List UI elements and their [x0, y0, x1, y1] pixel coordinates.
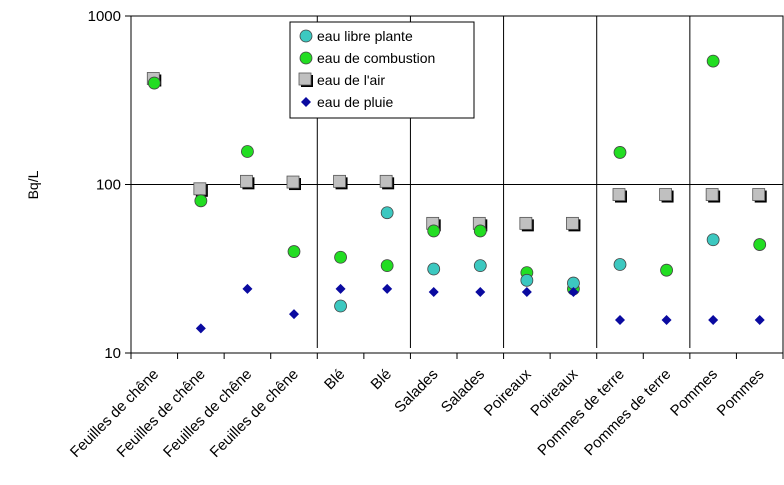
- x-tick-label: Poireaux: [481, 365, 535, 419]
- point-eau-de-l-air: [519, 216, 533, 230]
- legend-marker: [298, 72, 312, 86]
- point-eau-de-pluie: [289, 309, 299, 320]
- point-eau-de-pluie: [615, 314, 625, 325]
- point-eau-de-pluie: [195, 323, 206, 334]
- point-eau-de-combustion: [473, 224, 487, 238]
- point-eau-de-combustion: [660, 263, 673, 277]
- point-eau-de-pluie: [521, 287, 532, 298]
- legend-marker: [301, 97, 311, 107]
- point-eau-libre-plante: [520, 273, 534, 287]
- point-eau-de-pluie: [754, 314, 765, 325]
- y-axis-title: Bq/L: [25, 170, 41, 199]
- x-tick-label: Feuilles de chêne: [207, 366, 302, 461]
- point-eau-de-l-air: [286, 175, 300, 189]
- point-eau-libre-plante: [334, 299, 347, 313]
- point-eau-de-combustion: [380, 259, 394, 273]
- legend-label: eau libre plante: [317, 28, 413, 44]
- point-eau-de-pluie: [568, 287, 579, 298]
- x-tick-label: Salades: [391, 366, 441, 416]
- legend-marker: [299, 29, 313, 43]
- point-eau-de-combustion: [427, 224, 441, 238]
- legend-label: eau de l'air: [317, 72, 385, 88]
- legend-label: eau de combustion: [317, 50, 435, 66]
- y-tick-label: 1000: [88, 8, 121, 25]
- point-eau-de-pluie: [708, 314, 719, 325]
- x-tick-label: Blé: [368, 366, 395, 393]
- point-eau-de-pluie: [475, 287, 486, 298]
- legend-marker: [299, 51, 313, 65]
- point-eau-de-l-air: [659, 188, 672, 201]
- marks-layer: [146, 54, 767, 334]
- point-eau-libre-plante: [380, 206, 394, 220]
- point-eau-de-pluie: [242, 283, 253, 294]
- point-eau-de-l-air: [333, 174, 346, 188]
- point-eau-de-l-air: [240, 174, 253, 188]
- point-eau-de-combustion: [613, 146, 627, 159]
- point-eau-de-l-air: [566, 216, 579, 230]
- point-eau-de-l-air: [705, 188, 719, 201]
- point-eau-de-combustion: [753, 238, 767, 251]
- point-eau-libre-plante: [706, 233, 720, 247]
- legend: eau libre plante eau de combustion eau de …: [289, 21, 475, 119]
- point-eau-de-pluie: [382, 283, 393, 294]
- point-eau-de-l-air: [752, 188, 766, 201]
- legend-label: eau de pluie: [317, 94, 394, 110]
- point-eau-de-combustion: [194, 194, 208, 208]
- point-eau-de-combustion: [287, 245, 301, 258]
- point-eau-de-pluie: [661, 314, 672, 325]
- y-tick-label: 10: [104, 345, 121, 362]
- point-eau-de-combustion: [147, 76, 161, 90]
- point-eau-de-l-air: [379, 174, 393, 188]
- point-eau-de-l-air: [612, 188, 626, 201]
- point-eau-de-pluie: [335, 283, 346, 294]
- point-eau-libre-plante: [613, 258, 627, 271]
- point-eau-de-pluie: [428, 287, 439, 298]
- point-eau-de-combustion: [241, 145, 254, 158]
- y-tick-label: 100: [96, 177, 121, 194]
- point-eau-libre-plante: [473, 259, 487, 273]
- x-tick-label: Pommes de terre: [581, 366, 674, 459]
- x-tick-label: Blé: [321, 366, 348, 393]
- point-eau-de-l-air: [193, 182, 207, 196]
- point-eau-libre-plante: [427, 262, 441, 276]
- x-tick-label: Pommes de terre: [534, 366, 627, 459]
- x-tick-label: Pommes: [667, 366, 721, 420]
- legend-box: [289, 21, 475, 119]
- point-eau-de-combustion: [706, 54, 720, 68]
- x-tick-label: Pommes: [714, 366, 768, 420]
- point-eau-de-combustion: [334, 250, 347, 264]
